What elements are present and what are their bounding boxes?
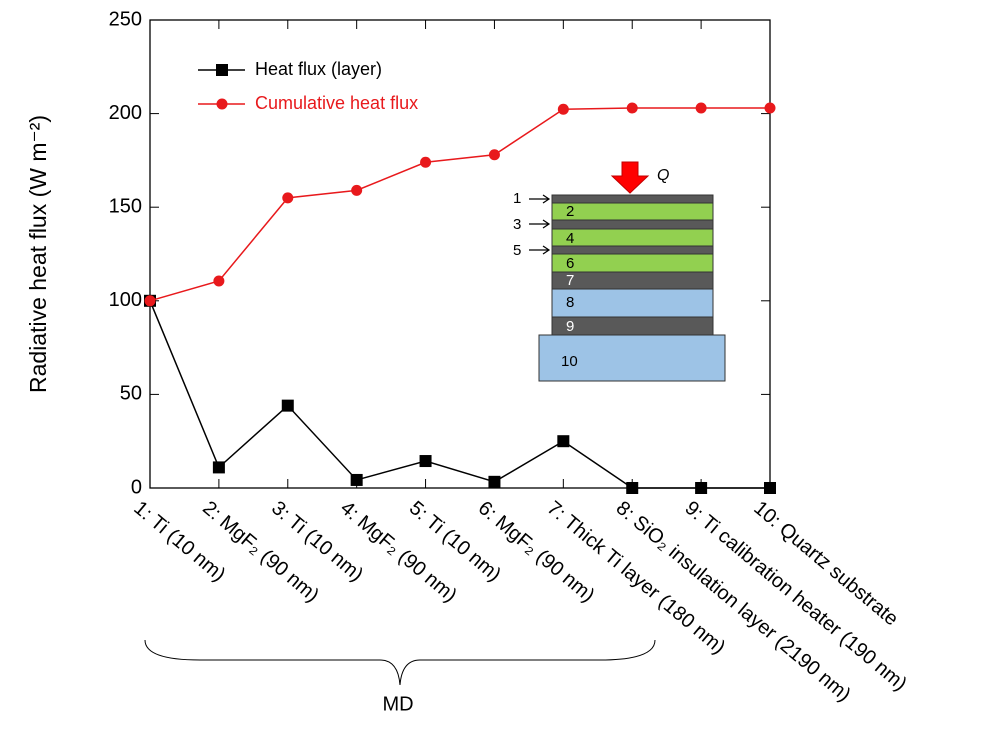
marker xyxy=(212,461,225,474)
y-tick-label: 150 xyxy=(109,195,142,217)
layer xyxy=(551,219,714,230)
y-tick-label: 0 xyxy=(131,476,142,498)
layer xyxy=(551,288,714,318)
marker xyxy=(626,102,638,114)
series-line xyxy=(149,300,770,489)
y-tick-label: 200 xyxy=(109,102,142,124)
legend-label: Heat flux (layer) xyxy=(255,59,382,79)
y-tick-label: 100 xyxy=(109,289,142,311)
marker xyxy=(488,149,500,161)
layer xyxy=(551,316,714,336)
marker xyxy=(281,399,294,412)
marker xyxy=(557,435,570,448)
marker xyxy=(557,103,569,115)
inset-label: Q xyxy=(657,167,669,184)
plot-frame xyxy=(149,19,771,489)
md-bracket xyxy=(144,639,656,686)
marker xyxy=(626,482,639,494)
x-tick-label: 4: MgF₂ (90 nm) xyxy=(336,497,461,607)
inset-label: 2 xyxy=(566,203,574,220)
layer xyxy=(551,245,714,255)
marker xyxy=(282,192,294,204)
marker xyxy=(764,102,776,114)
marker xyxy=(213,275,225,287)
inset-diagram: 1 2 3 4 5 6 7 8 9 10 Q xyxy=(513,161,726,382)
layer xyxy=(551,228,714,247)
marker xyxy=(695,482,708,494)
series-line xyxy=(149,107,770,302)
layer xyxy=(551,253,714,273)
marker xyxy=(764,482,776,494)
q-arrow xyxy=(610,161,650,194)
inset-label: 1 xyxy=(513,190,521,207)
marker xyxy=(350,473,363,486)
x-tick-label: 6: MgF₂ (90 nm) xyxy=(474,497,599,607)
inset-label: 5 xyxy=(513,242,521,259)
inset-label: 9 xyxy=(566,318,574,335)
inset-label: 6 xyxy=(566,255,574,272)
y-tick-label: 250 xyxy=(109,8,142,30)
marker xyxy=(144,295,156,307)
layer xyxy=(551,202,714,221)
marker xyxy=(488,475,501,488)
inset-label: 7 xyxy=(566,272,574,289)
inset-label: 4 xyxy=(566,230,574,247)
marker xyxy=(351,184,363,196)
x-tick-label: 2: MgF₂ (90 nm) xyxy=(198,497,323,607)
y-axis-label: Radiative heat flux (W m⁻²) xyxy=(25,115,51,393)
marker xyxy=(420,156,432,168)
y-tick-label: 50 xyxy=(120,383,142,405)
legend-marker xyxy=(216,64,228,76)
marker xyxy=(695,102,707,114)
layer-pointer xyxy=(529,194,551,255)
inset-label: 8 xyxy=(566,294,574,311)
legend-label: Cumulative heat flux xyxy=(255,93,418,113)
layer xyxy=(551,194,714,204)
bracket-label: MD xyxy=(382,693,413,715)
inset-label: 3 xyxy=(513,216,521,233)
marker xyxy=(419,455,432,468)
layer xyxy=(538,334,726,382)
inset-label: 10 xyxy=(561,353,578,370)
layer xyxy=(551,271,714,290)
legend-marker xyxy=(216,98,228,110)
